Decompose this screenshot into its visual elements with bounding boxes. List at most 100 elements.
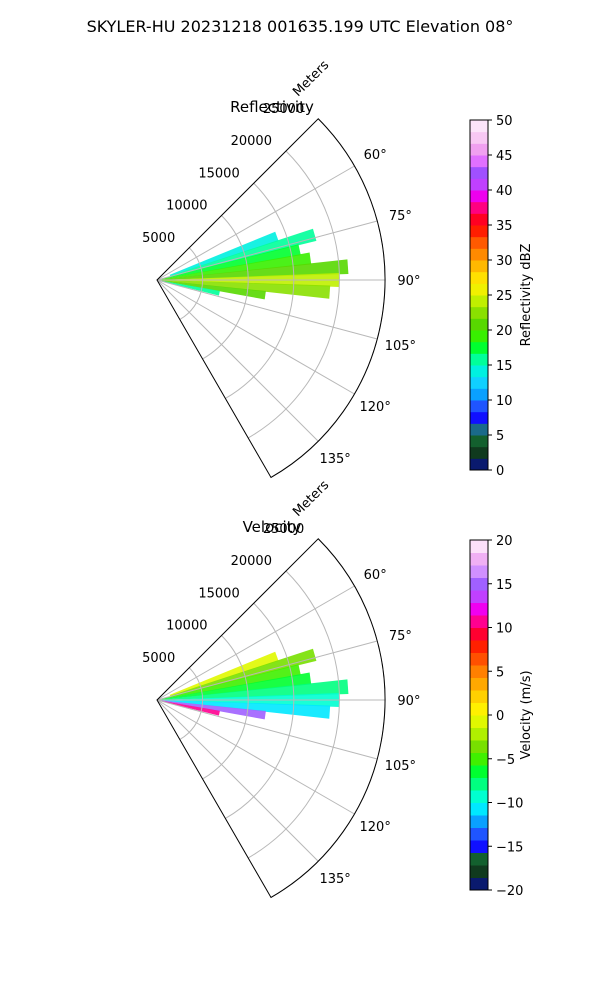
colorbar-label: Reflectivity dBZ <box>519 244 534 347</box>
colorbar-segment <box>470 790 488 803</box>
colorbar-tick-label: 5 <box>496 665 504 680</box>
colorbar-label: Velocity (m/s) <box>519 670 534 759</box>
azimuth-tick-label: 75° <box>389 209 412 224</box>
colorbar-segment <box>470 840 488 853</box>
colorbar-segment <box>470 827 488 841</box>
range-ring <box>179 247 204 320</box>
colorbar-segment <box>470 236 488 249</box>
range-tick-label: 10000 <box>166 619 207 634</box>
azimuth-tick-label: 135° <box>319 452 350 467</box>
colorbar-tick-label: −20 <box>496 884 523 899</box>
azimuth-tick-label: 135° <box>319 872 350 887</box>
range-ring <box>202 215 249 360</box>
colorbar-segment <box>470 353 488 366</box>
colorbar-segment <box>470 458 488 471</box>
colorbar-segment <box>470 802 488 816</box>
sector-outline <box>156 538 386 899</box>
echo-wedge <box>159 672 312 700</box>
colorbar-segment <box>470 190 488 203</box>
colorbar-segment <box>470 690 488 703</box>
colorbar-segment <box>470 283 488 296</box>
colorbar-segment <box>470 260 488 273</box>
azimuth-spoke <box>156 279 319 442</box>
azimuth-tick-label: 90° <box>397 274 420 289</box>
echo-wedge <box>161 700 220 716</box>
colorbar-segment <box>470 590 488 603</box>
reflectivity-panel: Reflectivity 60° 75° 90° 105° 120° 135° 5000 10… <box>142 58 534 479</box>
colorbar-segment <box>470 752 488 766</box>
azimuth-spoke <box>156 585 355 701</box>
colorbar-tick-label: 30 <box>496 254 513 269</box>
colorbar-segment <box>470 852 488 866</box>
azimuth-spoke <box>156 699 355 815</box>
colorbar-segment <box>470 143 488 156</box>
colorbar-segment <box>470 341 488 354</box>
colorbar-tick-label: 20 <box>496 324 513 339</box>
colorbar-segment <box>470 365 488 378</box>
reflectivity-title: Reflectivity <box>230 98 314 116</box>
colorbar-segment <box>470 765 488 778</box>
colorbar-tick-label: 25 <box>496 289 513 304</box>
colorbar-segment <box>470 330 488 343</box>
figure-title: SKYLER-HU 20231218 001635.199 UTC Elevat… <box>87 17 514 36</box>
range-tick-label: 5000 <box>142 651 175 666</box>
colorbar-segment <box>470 166 488 179</box>
colorbar-segment <box>470 201 488 214</box>
azimuth-spoke <box>156 699 378 760</box>
colorbar-tick-label: 10 <box>496 394 513 409</box>
reflectivity-polar-plot: 60° 75° 90° 105° 120° 135° 5000 10000 15000 20000… <box>142 58 420 479</box>
range-tick-label: 10000 <box>166 199 207 214</box>
colorbar-segment <box>470 388 488 401</box>
sector-outline <box>156 118 386 479</box>
colorbar-tick-label: 10 <box>496 622 513 637</box>
colorbar-tick-label: 40 <box>496 184 513 199</box>
velocity-polar-plot: 60° 75° 90° 105° 120° 135° 5000 10000 15000 20000… <box>142 478 420 899</box>
colorbar-segment <box>470 155 488 168</box>
colorbar-segment <box>470 640 488 653</box>
azimuth-tick-label: 105° <box>385 339 416 354</box>
colorbar-segment <box>470 213 488 226</box>
azimuth-spoke <box>156 279 355 395</box>
colorbar-segment <box>470 877 488 891</box>
colorbar-segment <box>470 665 488 678</box>
colorbar-tick-label: 20 <box>496 534 513 549</box>
range-tick-label: 15000 <box>198 166 239 181</box>
azimuth-spoke <box>156 220 378 281</box>
range-ring <box>247 150 340 439</box>
range-tick-label: 5000 <box>142 231 175 246</box>
colorbar-segment <box>470 271 488 284</box>
azimuth-tick-label: 75° <box>389 629 412 644</box>
colorbar-tick-label: 50 <box>496 114 513 129</box>
colorbar-segment <box>470 552 488 566</box>
range-tick-label: 15000 <box>198 586 239 601</box>
echo-wedge <box>169 651 279 696</box>
colorbar-segment <box>470 815 488 828</box>
velocity-title: Velocity <box>243 518 302 536</box>
range-tick-label: 20000 <box>231 554 272 569</box>
azimuth-tick-label: 60° <box>364 148 387 163</box>
range-axis-label: Meters <box>290 58 332 100</box>
colorbar-segment <box>470 540 488 553</box>
colorbar-segment <box>470 865 488 878</box>
echo-wedge <box>161 280 220 296</box>
colorbar-tick-label: 0 <box>496 709 504 724</box>
colorbar-tick-label: 35 <box>496 219 513 234</box>
azimuth-spoke <box>156 279 378 340</box>
colorbar-segment <box>470 740 488 753</box>
echo-wedge <box>169 648 317 697</box>
colorbar-segment <box>470 615 488 628</box>
colorbar-tick-label: −15 <box>496 840 523 855</box>
colorbar-tick-label: 5 <box>496 429 504 444</box>
colorbar-segment <box>470 702 488 716</box>
range-tick-label: 25000 <box>263 522 304 537</box>
echo-wedge <box>161 244 301 280</box>
colorbar-tick-label: −5 <box>496 753 515 768</box>
colorbar-segment <box>470 295 488 308</box>
azimuth-tick-label: 60° <box>364 568 387 583</box>
colorbar-tick-label: 15 <box>496 578 513 593</box>
range-tick-label: 25000 <box>263 102 304 117</box>
colorbar-segment <box>470 318 488 331</box>
azimuth-tick-label: 90° <box>397 694 420 709</box>
